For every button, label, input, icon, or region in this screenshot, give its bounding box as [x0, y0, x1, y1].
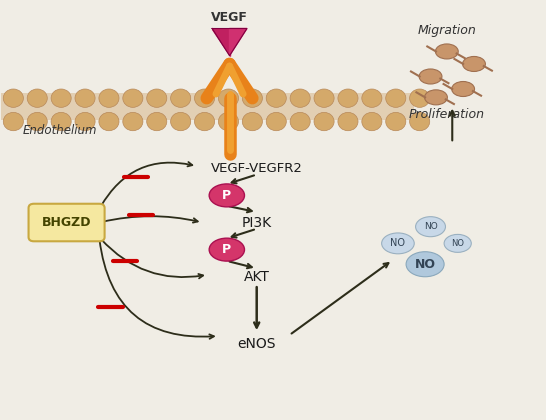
Polygon shape: [212, 29, 229, 55]
Ellipse shape: [209, 238, 245, 261]
Ellipse shape: [123, 113, 143, 131]
Ellipse shape: [170, 89, 191, 108]
Ellipse shape: [218, 113, 239, 131]
Ellipse shape: [338, 89, 358, 108]
Ellipse shape: [416, 217, 446, 237]
Ellipse shape: [338, 113, 358, 131]
Ellipse shape: [290, 89, 310, 108]
Ellipse shape: [419, 69, 442, 84]
Text: NO: NO: [424, 222, 437, 231]
Ellipse shape: [147, 89, 167, 108]
Ellipse shape: [382, 233, 414, 254]
Text: AKT: AKT: [244, 270, 270, 284]
Text: NO: NO: [451, 239, 464, 248]
Text: Endothelium: Endothelium: [23, 124, 98, 137]
Ellipse shape: [242, 89, 263, 108]
Ellipse shape: [425, 90, 447, 105]
Ellipse shape: [385, 113, 406, 131]
Text: PI3K: PI3K: [242, 215, 272, 229]
Ellipse shape: [290, 113, 310, 131]
Text: NO: NO: [414, 258, 436, 271]
FancyBboxPatch shape: [28, 204, 105, 241]
Ellipse shape: [362, 89, 382, 108]
Bar: [2, 93, 414, 120]
Ellipse shape: [406, 252, 444, 277]
Ellipse shape: [170, 113, 191, 131]
Ellipse shape: [410, 89, 430, 108]
Ellipse shape: [462, 56, 485, 71]
Polygon shape: [229, 29, 247, 55]
Ellipse shape: [385, 89, 406, 108]
Ellipse shape: [242, 113, 263, 131]
Ellipse shape: [194, 89, 215, 108]
Text: Proliferation: Proliferation: [409, 108, 485, 121]
Ellipse shape: [75, 113, 95, 131]
Ellipse shape: [314, 89, 334, 108]
Text: VEGF-VEGFR2: VEGF-VEGFR2: [211, 162, 302, 175]
Text: P: P: [222, 243, 232, 256]
Text: Migration: Migration: [418, 24, 476, 37]
Text: NO: NO: [390, 239, 406, 248]
Ellipse shape: [99, 113, 119, 131]
Ellipse shape: [444, 234, 471, 252]
Ellipse shape: [51, 113, 71, 131]
Text: BHGZD: BHGZD: [42, 216, 91, 229]
Ellipse shape: [3, 113, 23, 131]
Ellipse shape: [3, 89, 23, 108]
Ellipse shape: [266, 89, 286, 108]
Ellipse shape: [123, 89, 143, 108]
Text: eNOS: eNOS: [238, 336, 276, 351]
Ellipse shape: [314, 113, 334, 131]
Text: P: P: [222, 189, 232, 202]
Ellipse shape: [410, 113, 430, 131]
Ellipse shape: [27, 89, 48, 108]
Text: VEGF: VEGF: [211, 11, 248, 24]
Ellipse shape: [27, 113, 48, 131]
Ellipse shape: [99, 89, 119, 108]
Ellipse shape: [75, 89, 95, 108]
Ellipse shape: [209, 184, 245, 207]
Ellipse shape: [435, 44, 458, 59]
Ellipse shape: [452, 81, 474, 97]
Ellipse shape: [362, 113, 382, 131]
Ellipse shape: [147, 113, 167, 131]
Ellipse shape: [194, 113, 215, 131]
Ellipse shape: [51, 89, 71, 108]
Ellipse shape: [218, 89, 239, 108]
Ellipse shape: [266, 113, 286, 131]
